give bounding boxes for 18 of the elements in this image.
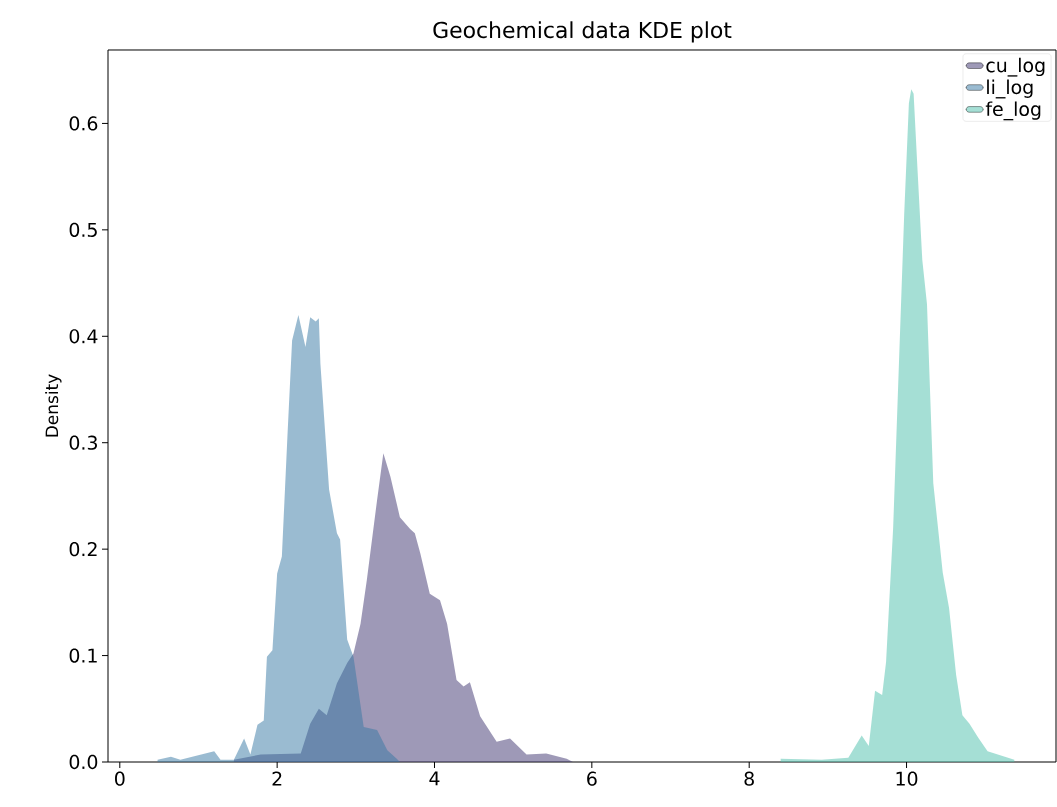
y-tick-label: 0.1	[69, 648, 97, 663]
y-tick-label: 0.6	[69, 116, 98, 131]
legend-label: li_log	[987, 79, 1033, 99]
y-tick-label: 0.5	[69, 222, 97, 238]
y-tick-label: 0.3	[69, 435, 97, 450]
y-tick-label: 0.2	[69, 541, 97, 557]
x-tick-label: 6	[587, 771, 597, 786]
y-tick-label: 0.4	[69, 329, 98, 344]
x-tick-label: 2	[272, 771, 282, 786]
chart-title: Geochemical data KDE plot	[433, 21, 732, 43]
x-tick-label: 8	[744, 771, 754, 786]
x-tick-label: 4	[429, 771, 440, 786]
x-tick-label: 0	[115, 771, 125, 786]
x-tick-label: 10	[896, 771, 918, 786]
y-axis-title: Density	[45, 374, 62, 437]
legend-label: cu_log	[986, 57, 1045, 77]
y-tick-label: 0.0	[69, 754, 98, 770]
legend-label: fe_log	[985, 101, 1041, 121]
